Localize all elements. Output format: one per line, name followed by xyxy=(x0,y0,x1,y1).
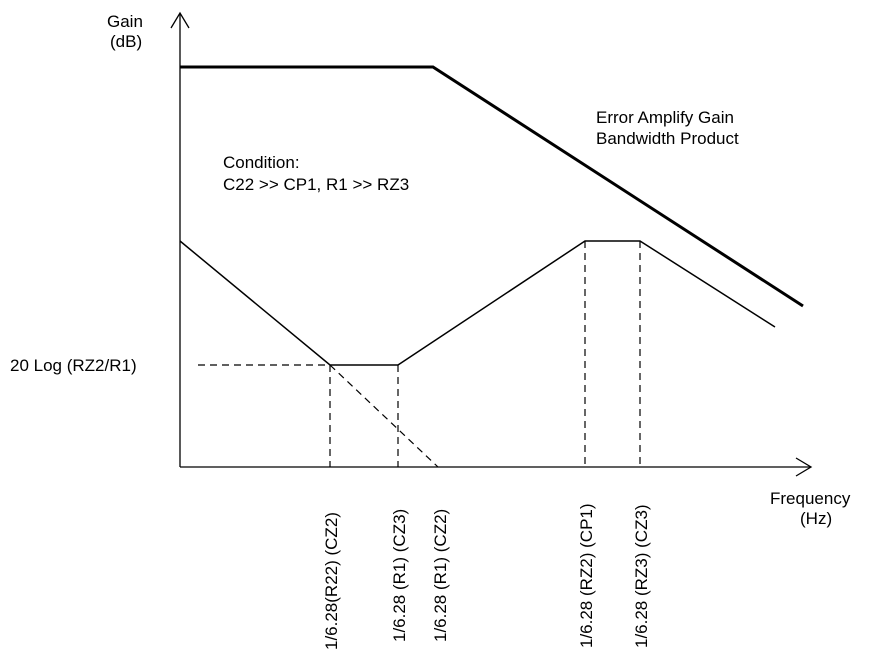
freq-marker-3: 1/6.28 (R1) (CZ2) xyxy=(431,509,450,642)
compensation-gain-curve xyxy=(179,240,776,366)
gbw-label-line2: Bandwidth Product xyxy=(596,129,739,148)
y-axis-label-line1: Gain xyxy=(107,12,143,31)
y-axis-label-line2: (dB) xyxy=(110,32,142,51)
freq-marker-4: 1/6.28 (RZ2) (CP1) xyxy=(577,503,596,648)
gbw-label-line1: Error Amplify Gain xyxy=(596,108,734,127)
y-axis-arrow xyxy=(170,11,190,29)
freq-marker-5: 1/6.28 (RZ3) (CZ3) xyxy=(632,504,651,648)
freq-marker-2: 1/6.28 (R1) (CZ3) xyxy=(390,509,409,642)
condition-label-line1: Condition: xyxy=(223,153,300,172)
gbw-curve xyxy=(180,65,804,308)
x-axis-label-line2: (Hz) xyxy=(800,509,832,528)
extrapolated-slope xyxy=(329,364,439,468)
axes xyxy=(170,11,813,477)
dashed-guides xyxy=(198,241,641,468)
condition-label-line2: C22 >> CP1, R1 >> RZ3 xyxy=(223,175,409,194)
x-axis-label-line1: Frequency xyxy=(770,489,851,508)
x-axis-arrow xyxy=(795,457,813,477)
mid-gain-label: 20 Log (RZ2/R1) xyxy=(10,356,137,375)
freq-marker-1: 1/6.28(R22) (CZ2) xyxy=(322,512,341,650)
